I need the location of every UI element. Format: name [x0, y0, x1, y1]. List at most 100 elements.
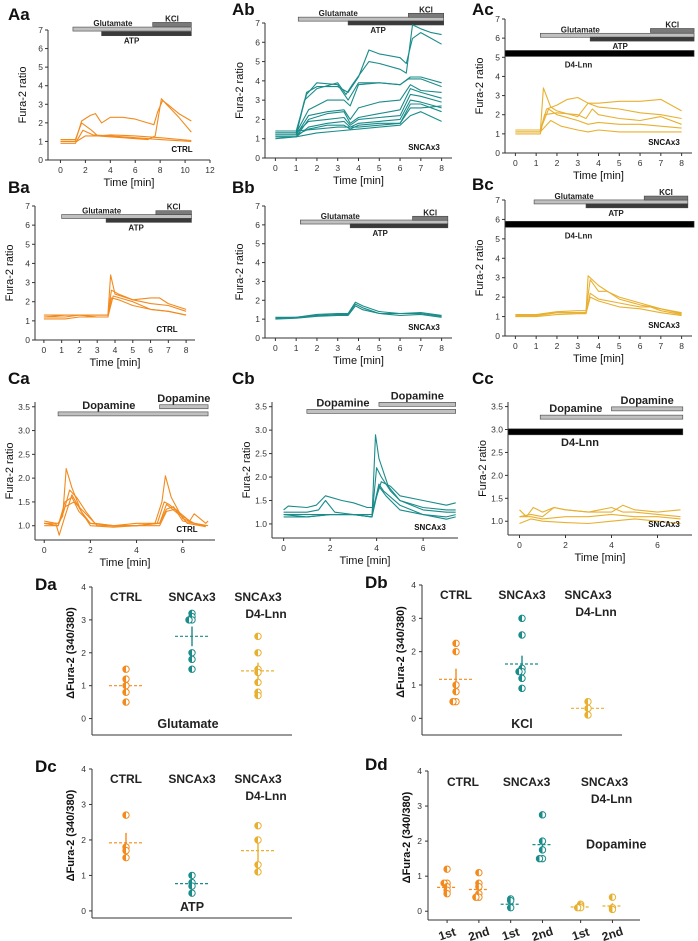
y-tick-label: 0	[38, 155, 43, 165]
data-point	[518, 674, 526, 683]
panel-label: Bb	[232, 178, 255, 197]
x-axis-label: Time [min]	[575, 552, 626, 564]
data-point	[475, 868, 483, 877]
data-point	[188, 649, 196, 657]
y-axis-label: Fura-2 ratio	[17, 67, 29, 124]
stimulus-label: ATP	[180, 900, 204, 914]
condition-label: CTRL	[171, 145, 192, 154]
data-point	[188, 889, 196, 897]
group-label: SNCAx3	[503, 775, 551, 789]
data-point-fill	[122, 666, 126, 673]
group-label-line2: D4-Lnn	[245, 607, 286, 621]
y-tick-label: 2	[25, 297, 30, 307]
trace-11	[275, 105, 442, 132]
data-point	[254, 861, 262, 869]
data-point-fill	[254, 669, 258, 676]
data-point	[188, 655, 196, 664]
trace-3	[44, 494, 206, 536]
x-tick-label: 5	[377, 163, 382, 173]
data-point-fill	[584, 711, 588, 719]
x-tick-label: 7	[166, 345, 171, 355]
data-point	[518, 684, 526, 693]
stimulus-label: Dopamine	[586, 838, 646, 852]
data-point-fill	[609, 906, 613, 913]
data-point	[452, 647, 460, 656]
stimulus-label: Dopamine	[316, 397, 369, 409]
data-point	[254, 691, 262, 700]
data-point	[608, 905, 617, 914]
data-point-fill	[584, 698, 588, 705]
trace-3	[519, 513, 681, 520]
x-tick-label: 0	[42, 545, 47, 555]
data-point	[518, 631, 526, 639]
y-axis-label: Fura-2 ratio	[474, 240, 486, 297]
y-axis-label: ΔFura-2 (340/380)	[65, 789, 77, 881]
y-tick-label: 2.0	[255, 472, 267, 482]
data-point-fill	[254, 679, 258, 686]
stimulus-label: Glutamate	[321, 212, 361, 221]
condition-label: SNCAx3	[408, 323, 440, 332]
x-tick-label: 6	[398, 343, 403, 353]
data-point-fill	[188, 666, 192, 673]
x-tick-label: 0	[513, 158, 518, 168]
stimulus-bar-atp	[101, 31, 192, 37]
trace-2	[60, 98, 192, 141]
trace-5	[515, 119, 682, 133]
x-tick-label: 2	[315, 343, 320, 353]
y-tick-label: 2	[417, 836, 422, 846]
trace-4	[43, 295, 187, 318]
y-tick-label: 4	[411, 580, 416, 590]
x-tick-label: 1	[534, 341, 539, 351]
y-tick-label: 6	[495, 33, 500, 43]
trace-3	[283, 467, 456, 518]
data-point-fill	[518, 631, 522, 639]
x-tick-label: 4	[356, 163, 361, 173]
x-tick-label: 5	[617, 341, 622, 351]
data-point	[188, 665, 196, 673]
y-tick-label: 1.5	[491, 493, 503, 503]
x-axis-label: Time [min]	[90, 357, 141, 369]
y-tick-label: 3.5	[18, 402, 30, 412]
data-point-fill	[188, 656, 192, 663]
data-point	[185, 616, 193, 624]
stimulus-label: ATP	[612, 42, 628, 51]
data-point	[472, 893, 480, 901]
x-tick-label: 2	[555, 341, 560, 351]
panel-label: Ca	[8, 369, 30, 388]
x-tick-label: 8	[184, 345, 189, 355]
y-tick-label: 7	[255, 201, 260, 211]
panel-Ac: Ac 0 1 2 3 4 5 6 7 0 1 2 3 4 5 6 7 8 Time [min] Fura-2 rati…	[472, 0, 695, 182]
x-tick-label: 4	[374, 543, 379, 553]
stimulus-label: ATP	[128, 223, 144, 232]
y-tick-label: 1	[25, 316, 30, 326]
y-tick-label: 2.5	[18, 449, 30, 459]
panel-Cc: Cc 1.0 1.5 2.0 2.5 3.0 3.5 0 2 4 6 Time [min] Fura-2…	[472, 369, 692, 564]
data-point	[254, 668, 262, 677]
data-point	[122, 698, 130, 706]
x-tick-label: 3	[95, 345, 100, 355]
data-point-fill	[472, 894, 476, 901]
data-point	[254, 822, 262, 830]
x-axis-label: Time [min]	[104, 177, 155, 189]
y-tick-label: 4	[38, 81, 43, 91]
stimulus-label: ATP	[608, 209, 624, 218]
stimulus-label: Glutamate	[319, 9, 359, 18]
y-axis-label: Fura-2 ratio	[241, 442, 253, 499]
trace-2	[283, 434, 456, 518]
y-tick-label: 1	[255, 314, 260, 324]
x-tick-label: 7	[658, 341, 663, 351]
data-point-fill	[507, 904, 511, 911]
x-tick-label: 7	[418, 163, 423, 173]
y-tick-label: 2.5	[255, 449, 267, 459]
panel-Dc: Dc 0 1 2 3 4 ΔFura-2 (340/380) CTRL SNCAx3 SNCAx3…	[35, 757, 292, 919]
x-tick-label: 0	[281, 543, 286, 553]
data-point	[518, 614, 526, 623]
x-tick-label: 10	[180, 165, 190, 175]
stimulus-label: KCl	[423, 208, 437, 217]
x-tick-label: 1	[59, 345, 64, 355]
y-tick-label: 2	[411, 647, 416, 657]
x-tick-label: 6	[133, 165, 138, 175]
x-tick-label: 1st	[437, 925, 458, 941]
